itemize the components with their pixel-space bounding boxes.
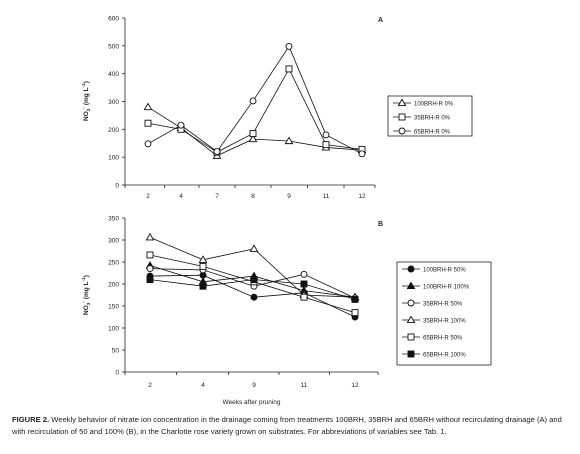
- panel-a-legend-entry: 100BRH-R 0%: [414, 101, 454, 107]
- panel-a-y-tick-label: 100: [108, 155, 119, 162]
- panel-a-series-1-point: [248, 134, 258, 143]
- panel-b-series-6-point: [250, 276, 258, 284]
- panel-b-series-5-point: [146, 251, 154, 259]
- panel-b-y-axis-label: NO3- (mg L-1): [81, 275, 92, 315]
- panel-b-x-tick-label: 11: [301, 382, 308, 389]
- panel-b-y-tick-label: 150: [108, 304, 119, 311]
- panel-b-x-tick-label: 4: [201, 382, 205, 389]
- panel-b-y-tick-label: 50: [112, 348, 120, 355]
- panel-a-x-tick-label: 4: [179, 193, 183, 200]
- panel-b-y-tick-label: 250: [108, 260, 119, 267]
- panel-b-series-6-point: [300, 280, 308, 288]
- panel-b-series-5-point: [300, 293, 308, 301]
- panel-a-legend-swatch-marker: [397, 98, 407, 107]
- panel-a-series-3-point: [322, 131, 330, 139]
- panel-a-x-tick-label: 11: [323, 193, 330, 200]
- panel-b-series-6-point: [351, 295, 359, 303]
- panel-b-y-tick-label: 350: [108, 216, 119, 223]
- panel-b-legend-swatch-marker: [407, 333, 415, 341]
- panel-b-legend-entry: 100BRH-R 50%: [423, 267, 466, 273]
- panel-b-legend-swatch-marker: [406, 281, 416, 290]
- panel-b-legend-entry: 65BRH-R 100%: [423, 352, 466, 358]
- panel-b-legend-box: [396, 261, 492, 366]
- figure-caption: FIGURE 2. Weekly behavior of nitrate ion…: [12, 414, 572, 438]
- panel-b-legend-swatch-marker: [407, 350, 415, 358]
- panel-a-y-tick-label: 300: [108, 99, 119, 106]
- panel-a-series-3-point: [358, 150, 366, 158]
- panel-b-legend-swatch-marker: [407, 265, 415, 273]
- panel-a-y-tick-label: 500: [108, 43, 119, 50]
- panel-b-y-tick-label: 0: [115, 370, 119, 377]
- panel-b-legend-entry: 100BRH-R 100%: [423, 284, 470, 290]
- panel-a-series-3-point: [249, 97, 257, 105]
- panel-a-series-3-point: [213, 148, 221, 156]
- panel-b-legend-swatch-marker: [406, 315, 416, 324]
- panel-a-x-tick-label: 12: [358, 193, 366, 200]
- panel-b-y-tick-label: 300: [108, 238, 119, 245]
- panel-a-series-3-point: [285, 42, 293, 50]
- panel-a-x-tick-label: 2: [146, 193, 150, 200]
- panel-a-series-3-point: [177, 121, 185, 129]
- panel-a-series-2-point: [285, 65, 293, 73]
- panel-b-series-4-point: [198, 255, 208, 263]
- panel-b-series-5-point: [351, 309, 359, 317]
- panel-b-series-6-point: [199, 282, 207, 290]
- panel-a-series-1-point: [284, 136, 294, 145]
- panel-b-x-tick-label: 9: [252, 382, 256, 389]
- panel-a-series-2-point: [249, 130, 257, 137]
- panel-a-legend-swatch-marker: [398, 127, 406, 135]
- panel-a-y-tick-label: 400: [108, 71, 119, 78]
- panel-a-panel-label: A: [378, 17, 383, 24]
- panel-b-series-3-point: [146, 265, 154, 273]
- panel-b-x-tick-label: 12: [351, 382, 359, 389]
- panel-a-y-tick-label: 600: [108, 16, 119, 23]
- panel-b-x-axis-label: Weeks after pruning: [222, 399, 280, 406]
- panel-b-y-tick-label: 100: [108, 326, 119, 333]
- panel-a-series-1-point: [143, 102, 153, 111]
- panel-a-series-2-point: [144, 119, 152, 127]
- panel-b-series-4-point: [145, 232, 155, 241]
- panel-b-legend-entry: 35BRH-R 100%: [423, 318, 466, 324]
- panel-b-series-6-point: [146, 276, 154, 284]
- panel-b-series-5-point: [199, 262, 207, 270]
- panel-a-y-tick-label: 0: [115, 183, 119, 190]
- panel-b-legend-swatch-marker: [407, 299, 415, 307]
- panel-a-series-3-point: [144, 140, 152, 148]
- panel-a-x-tick-label: 9: [287, 193, 291, 200]
- panel-b-legend-entry: 65BRH-R 50%: [423, 335, 463, 341]
- panel-a-x-tick-label: 7: [215, 193, 219, 200]
- panel-b-x-tick-label: 2: [148, 382, 152, 389]
- panel-a-legend-entry: 35BRH-R 0%: [414, 115, 451, 121]
- panel-b-legend-entry: 35BRH-R 50%: [423, 301, 463, 307]
- panel-a-y-tick-label: 200: [108, 127, 119, 134]
- panel-b-series-3-point: [300, 270, 308, 278]
- panel-a-series-2-point: [322, 141, 330, 149]
- panel-b-panel-label: B: [378, 221, 383, 228]
- caption-text: Weekly behavior of nitrate ion concentra…: [12, 415, 562, 436]
- panel-a-legend-entry: 65BRH-R 0%: [414, 129, 451, 135]
- panel-a-y-axis-label: NO3- (mg L-1): [81, 81, 92, 121]
- panel-b-y-tick-label: 200: [108, 282, 119, 289]
- panel-b-series-4-point: [249, 244, 259, 252]
- caption-label: FIGURE 2.: [12, 415, 50, 424]
- panel-a-x-tick-label: 8: [251, 193, 255, 200]
- panel-a-legend-swatch-marker: [398, 113, 406, 121]
- panel-b-series-1-point: [250, 293, 258, 301]
